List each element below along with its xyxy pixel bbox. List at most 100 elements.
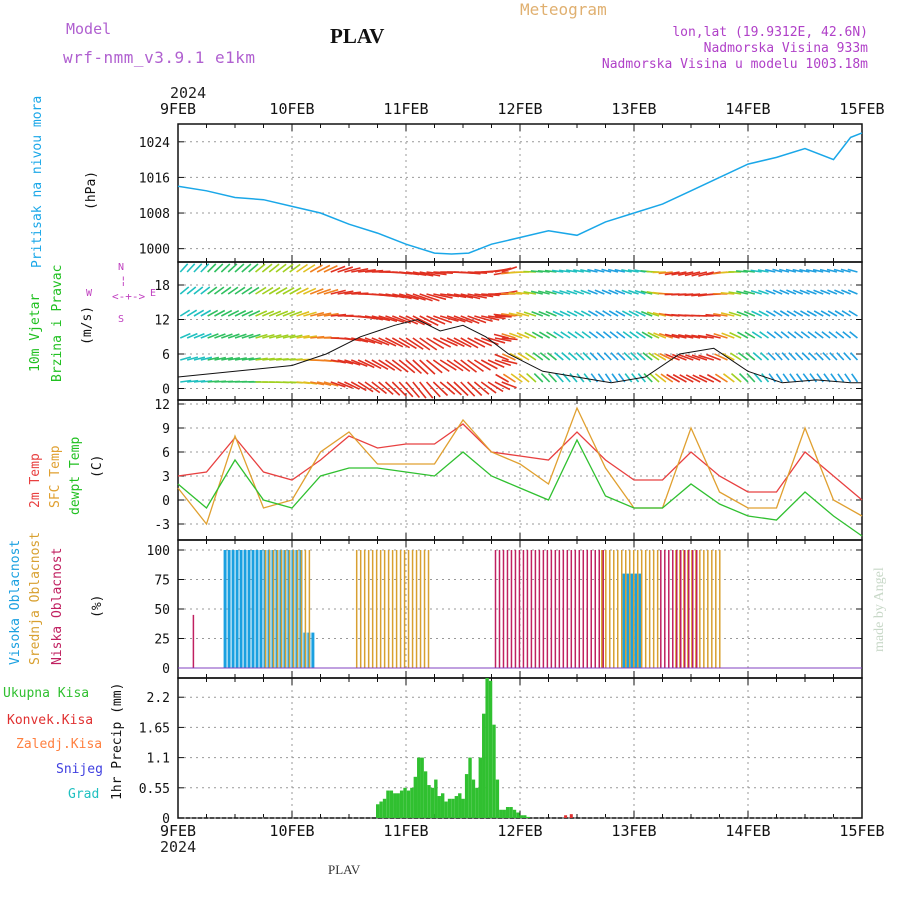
precip-bar (495, 779, 500, 818)
wind-arrow (405, 359, 422, 375)
precip-bar (417, 757, 421, 818)
wind-arrow (808, 352, 817, 361)
wind-arrow (378, 359, 396, 371)
y-tick-label: 100 (147, 544, 170, 559)
model-label: Model (66, 20, 112, 38)
wind-arrow (736, 290, 749, 295)
wind-arrow (419, 315, 439, 327)
wind-arrow (588, 310, 598, 317)
wind-arrow (837, 373, 845, 383)
time-label-bottom: 10FEB (269, 822, 314, 840)
wind-arrow (296, 311, 310, 317)
wind-arrow (539, 331, 551, 339)
y-tick-label: 2.2 (147, 691, 170, 706)
wind-arrow (214, 356, 227, 361)
wind-arrow (827, 310, 838, 317)
wind-arrow (813, 310, 824, 317)
wind-arrow (807, 331, 817, 339)
wind-arrow (282, 287, 295, 295)
wind-arrow (446, 315, 466, 323)
year-bottom: 2024 (160, 838, 197, 856)
wind-arrow (615, 310, 626, 317)
wind-arrow (774, 352, 783, 361)
y-tick-label: 25 (154, 633, 170, 648)
wind-arrow (779, 310, 790, 317)
wind-arrow (722, 373, 735, 383)
wind-arrow (834, 310, 845, 317)
wind-arrow (303, 311, 317, 317)
wind-arrow (849, 331, 858, 339)
wind-arrow (580, 289, 591, 295)
cloud-bar-high (223, 550, 227, 668)
wind-arrow (730, 372, 742, 383)
wind-arrow (419, 337, 438, 351)
wind-arrow (574, 331, 585, 339)
y-tick-label: -3 (154, 518, 170, 533)
wind-arrow (269, 357, 282, 361)
wind-arrow (828, 331, 838, 339)
precip-bar (444, 801, 448, 818)
wind-arrow (616, 331, 626, 339)
wind-arrow (691, 271, 708, 277)
wind-arrow (623, 352, 633, 361)
wind-arrow (200, 333, 212, 339)
wind-arrow (323, 381, 339, 387)
wind-arrow (806, 289, 817, 295)
wind-arrow (714, 373, 728, 383)
wind-arrow (227, 263, 238, 273)
wind-arrow (193, 286, 204, 295)
wind-arrow (546, 352, 557, 361)
wind-arrow (493, 313, 509, 317)
wind-arrow (517, 352, 530, 361)
wind-arrow (405, 293, 426, 301)
wind-arrow (554, 352, 564, 361)
wind-arrow (627, 269, 639, 273)
wind-arrow (207, 333, 219, 339)
y-tick-label: 50 (154, 603, 170, 618)
temperature-line-2 (177, 438, 863, 537)
wind-arrow (765, 289, 776, 295)
wind-arrow (453, 337, 472, 348)
precip-bar (475, 787, 479, 818)
wind-arrow (558, 269, 571, 273)
wind-arrow (658, 271, 673, 275)
wind-arrow (262, 333, 275, 339)
time-label-top: 15FEB (839, 100, 884, 118)
wind-arrow (621, 289, 632, 295)
wind-arrow (234, 357, 247, 361)
wind-arrow (671, 333, 687, 339)
wind-direction-glyph: ¦ (120, 274, 127, 287)
precip-bar (519, 815, 524, 818)
time-label-top: 13FEB (611, 100, 656, 118)
wind-arrow (722, 352, 735, 361)
wind-arrow (179, 286, 190, 295)
wind-arrow (509, 352, 523, 361)
wind-arrow (782, 373, 790, 383)
wind-arrow (751, 331, 763, 339)
precip-legend-frozen: Zaledj.Kisa (16, 737, 103, 752)
wind-arrow (678, 271, 694, 276)
wind-arrow (691, 293, 708, 297)
wind-arrow (518, 373, 530, 383)
wind-arrow (672, 373, 687, 383)
precip-bar (512, 809, 517, 818)
precip-bar (505, 807, 510, 818)
wind-arrow (654, 373, 667, 383)
wind-arrow (200, 309, 212, 317)
wind-arrow (531, 310, 544, 317)
wind-arrow (371, 337, 390, 346)
wind-arrow (220, 263, 231, 273)
wind-arrow (234, 286, 246, 295)
wind-arrow (744, 331, 756, 339)
wind-arrow (820, 310, 831, 317)
wind-arrow (501, 266, 518, 273)
year-top: 2024 (170, 84, 207, 102)
precip-bar (396, 793, 400, 818)
wind-arrow (566, 289, 578, 295)
wind-arrow (551, 269, 564, 273)
wind-arrow (772, 289, 783, 295)
wind-arrow (815, 352, 824, 361)
wind-arrow (502, 353, 516, 361)
wind-arrow (533, 372, 544, 383)
wind-arrow (705, 333, 721, 339)
